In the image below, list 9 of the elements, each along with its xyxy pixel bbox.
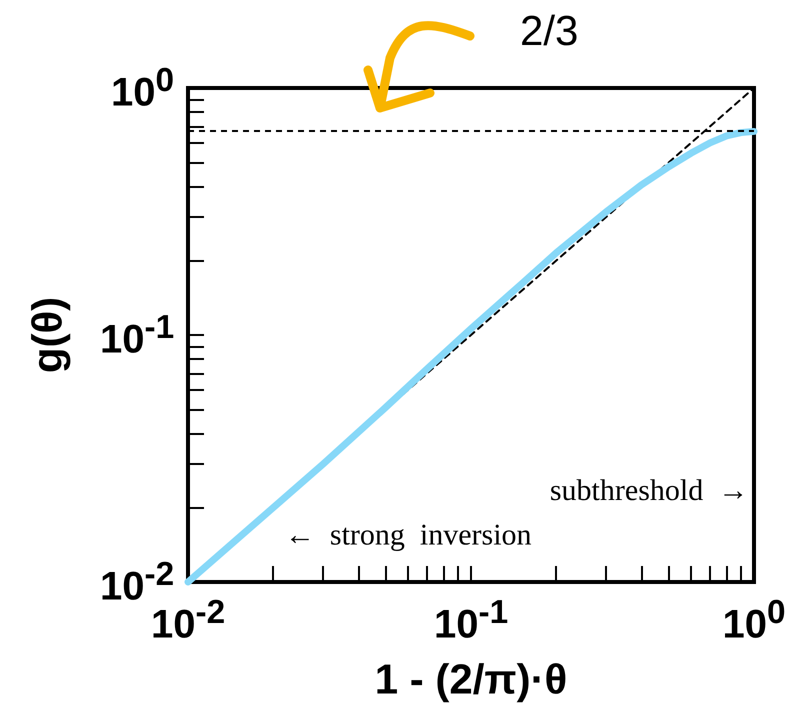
y-tick-label: 10$^{-1}$ [100, 309, 174, 362]
annotation: ← strong inversion [284, 518, 532, 552]
y-tick-label: 10$^{0}$ [111, 62, 174, 114]
x-tick-label: 10$^{0}$ [722, 594, 786, 646]
x-tick-label: 10$^{-1}$ [434, 594, 508, 646]
x-axis-title: 1 - (2/π)·θ [374, 656, 568, 702]
annotation: subthreshold → [550, 474, 748, 507]
y-axis-title: g(θ) [24, 296, 70, 374]
annotation: 2/3 [520, 6, 578, 54]
